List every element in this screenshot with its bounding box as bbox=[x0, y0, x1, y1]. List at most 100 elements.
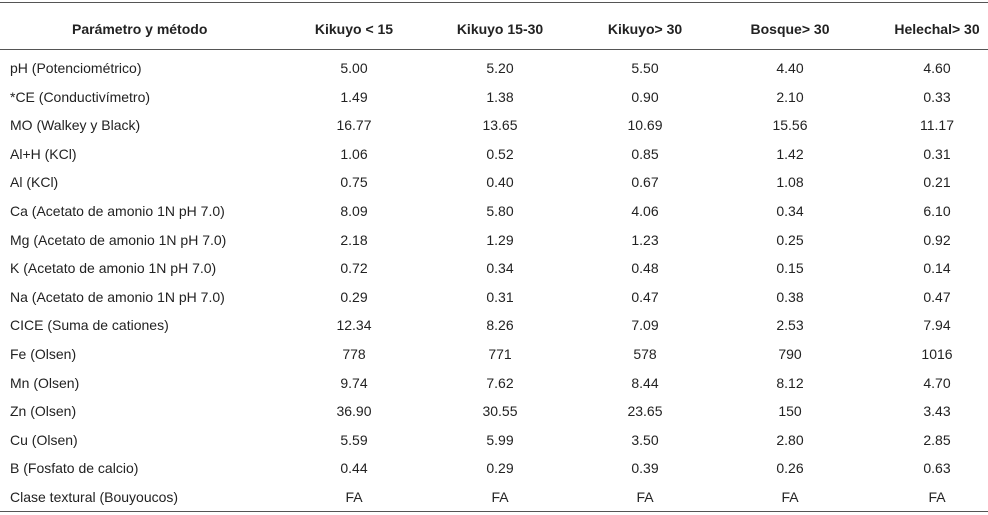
column-header: Kikuyo> 30 bbox=[607, 21, 683, 37]
table-cell: 0.38 bbox=[776, 288, 804, 305]
row-label: Ca (Acetato de amonio 1N pH 7.0) bbox=[10, 203, 225, 219]
column-header: Parámetro y método bbox=[72, 21, 208, 37]
table-cell: 1.38 bbox=[486, 88, 514, 105]
table-cell: 15.56 bbox=[772, 117, 808, 134]
table-cell: 2.85 bbox=[923, 431, 951, 448]
table-cell: FA bbox=[491, 489, 509, 505]
row-label: Zn (Olsen) bbox=[10, 403, 77, 420]
table-cell: 2.18 bbox=[340, 231, 368, 248]
table-cell: 12.34 bbox=[336, 317, 372, 334]
table-cell: 1016 bbox=[921, 346, 953, 362]
table-cell: FA bbox=[345, 489, 363, 505]
table-cell: 0.75 bbox=[340, 174, 368, 191]
table-cell: 4.70 bbox=[923, 374, 951, 391]
table-cell: 5.80 bbox=[486, 203, 514, 219]
table-cell: 8.26 bbox=[486, 317, 514, 334]
table-cell: 790 bbox=[778, 346, 802, 362]
table-cell: 0.67 bbox=[631, 174, 659, 191]
table-cell: 36.90 bbox=[336, 403, 372, 420]
table-cell: 1.23 bbox=[631, 231, 659, 248]
table-cell: 2.53 bbox=[776, 317, 804, 334]
table-cell: 8.09 bbox=[340, 203, 368, 219]
table-cell: 7.62 bbox=[486, 374, 514, 391]
table-cell: 10.69 bbox=[627, 117, 663, 134]
table-cell: 0.29 bbox=[340, 288, 368, 305]
table-cell: 0.63 bbox=[923, 460, 951, 477]
table-cell: 0.26 bbox=[776, 460, 804, 477]
row-label: Mn (Olsen) bbox=[10, 374, 80, 391]
table-cell: 0.47 bbox=[631, 288, 659, 305]
table-cell: 4.06 bbox=[631, 203, 659, 219]
row-label: Al+H (KCl) bbox=[10, 145, 77, 162]
table-cell: 0.40 bbox=[486, 174, 514, 191]
row-label: CICE (Suma de cationes) bbox=[10, 317, 169, 334]
row-label: Mg (Acetato de amonio 1N pH 7.0) bbox=[10, 231, 227, 248]
table-cell: 0.52 bbox=[486, 145, 514, 162]
table-cell: 0.47 bbox=[923, 288, 951, 305]
top-rule bbox=[0, 2, 988, 3]
table-cell: 0.33 bbox=[923, 88, 951, 105]
table-cell: 7.94 bbox=[923, 317, 951, 334]
table-cell: 9.74 bbox=[340, 374, 368, 391]
table-cell: 150 bbox=[778, 403, 802, 420]
table-cell: 7.09 bbox=[631, 317, 659, 334]
table-cell: 5.59 bbox=[340, 431, 368, 448]
table-cell: 0.85 bbox=[631, 145, 659, 162]
row-label: Na (Acetato de amonio 1N pH 7.0) bbox=[10, 288, 225, 305]
table-cell: 5.20 bbox=[486, 60, 514, 76]
table-cell: 0.90 bbox=[631, 88, 659, 105]
table-cell: 3.43 bbox=[923, 403, 951, 420]
table-cell: FA bbox=[928, 489, 946, 505]
table-cell: 1.42 bbox=[776, 145, 804, 162]
table-cell: 771 bbox=[488, 346, 512, 362]
row-label: *CE (Conductivímetro) bbox=[10, 88, 151, 105]
table-cell: 0.72 bbox=[340, 260, 368, 277]
row-label: Al (KCl) bbox=[10, 174, 59, 191]
table-cell: 4.60 bbox=[923, 60, 951, 76]
header-rule bbox=[0, 49, 988, 50]
table-cell: 13.65 bbox=[482, 117, 518, 134]
table-cell: 23.65 bbox=[627, 403, 663, 420]
table-cell: 0.48 bbox=[631, 260, 659, 277]
table-cell: 0.34 bbox=[776, 203, 804, 219]
table-cell: 0.29 bbox=[486, 460, 514, 477]
table-cell: 8.44 bbox=[631, 374, 659, 391]
table-cell: 1.49 bbox=[340, 88, 368, 105]
table-cell: 4.40 bbox=[776, 60, 804, 76]
table-cell: 0.34 bbox=[486, 260, 514, 277]
table-cell: 0.15 bbox=[776, 260, 804, 277]
row-label: B (Fosfato de calcio) bbox=[10, 460, 139, 477]
row-label: pH (Potenciométrico) bbox=[10, 60, 142, 76]
table-cell: 0.39 bbox=[631, 460, 659, 477]
table-cell: 0.31 bbox=[923, 145, 951, 162]
table-cell: 0.14 bbox=[923, 260, 951, 277]
column-header: Kikuyo 15-30 bbox=[456, 21, 544, 37]
row-label: Clase textural (Bouyoucos) bbox=[10, 489, 179, 505]
table-cell: 0.31 bbox=[486, 288, 514, 305]
table-cell: 3.50 bbox=[631, 431, 659, 448]
row-label: MO (Walkey y Black) bbox=[10, 117, 141, 134]
column-header: Bosque> 30 bbox=[750, 21, 830, 37]
table-cell: 0.21 bbox=[923, 174, 951, 191]
column-header: Kikuyo < 15 bbox=[314, 21, 394, 37]
table-cell: 5.50 bbox=[631, 60, 659, 76]
table-cell: FA bbox=[636, 489, 654, 505]
table-cell: 0.25 bbox=[776, 231, 804, 248]
bottom-rule bbox=[0, 511, 988, 512]
row-label: K (Acetato de amonio 1N pH 7.0) bbox=[10, 260, 217, 277]
row-label: Cu (Olsen) bbox=[10, 431, 78, 448]
column-header: Helechal> 30 bbox=[894, 21, 980, 37]
table-cell: 0.44 bbox=[340, 460, 368, 477]
table-cell: 16.77 bbox=[336, 117, 372, 134]
table-cell: 5.00 bbox=[340, 60, 368, 76]
table-cell: 1.29 bbox=[486, 231, 514, 248]
table-cell: 11.17 bbox=[920, 117, 954, 134]
table-cell: 1.08 bbox=[776, 174, 804, 191]
row-label: Fe (Olsen) bbox=[10, 346, 77, 362]
table-cell: 30.55 bbox=[482, 403, 518, 420]
table-cell: 578 bbox=[633, 346, 657, 362]
table-cell: 2.80 bbox=[776, 431, 804, 448]
table-cell: 5.99 bbox=[486, 431, 514, 448]
table-cell: 778 bbox=[342, 346, 366, 362]
